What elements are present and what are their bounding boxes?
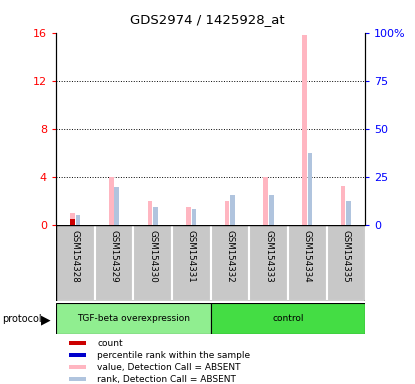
Bar xyxy=(225,201,229,225)
Text: GSM154332: GSM154332 xyxy=(225,230,234,283)
Text: TGF-beta overexpression: TGF-beta overexpression xyxy=(77,314,190,323)
Bar xyxy=(133,225,172,301)
Text: count: count xyxy=(97,339,123,348)
Text: GSM154329: GSM154329 xyxy=(110,230,119,283)
Bar xyxy=(148,201,152,225)
Bar xyxy=(210,303,365,334)
Text: GDS2974 / 1425928_at: GDS2974 / 1425928_at xyxy=(130,13,285,26)
Bar xyxy=(249,225,288,301)
Bar xyxy=(192,209,196,225)
Bar xyxy=(70,218,75,225)
Bar xyxy=(264,177,268,225)
Bar xyxy=(95,225,133,301)
Text: GSM154331: GSM154331 xyxy=(187,230,196,283)
Bar xyxy=(109,177,114,225)
Text: GSM154333: GSM154333 xyxy=(264,230,273,283)
Text: GSM154328: GSM154328 xyxy=(71,230,80,283)
Bar xyxy=(70,213,75,225)
Bar xyxy=(115,187,119,225)
Bar xyxy=(341,186,345,225)
Bar xyxy=(288,225,327,301)
Text: GSM154335: GSM154335 xyxy=(342,230,350,283)
Bar xyxy=(69,377,86,381)
Bar xyxy=(230,195,235,225)
Bar xyxy=(76,215,81,225)
Bar xyxy=(186,207,191,225)
Bar xyxy=(56,225,95,301)
Text: ▶: ▶ xyxy=(41,313,50,326)
Bar xyxy=(153,207,158,225)
Text: value, Detection Call = ABSENT: value, Detection Call = ABSENT xyxy=(97,363,241,372)
Bar xyxy=(210,225,249,301)
Bar xyxy=(327,225,365,301)
Text: protocol: protocol xyxy=(2,314,42,324)
Bar xyxy=(308,153,312,225)
Text: percentile rank within the sample: percentile rank within the sample xyxy=(97,351,250,360)
Text: GSM154334: GSM154334 xyxy=(303,230,312,283)
Bar xyxy=(69,365,86,369)
Text: control: control xyxy=(272,314,304,323)
Text: rank, Detection Call = ABSENT: rank, Detection Call = ABSENT xyxy=(97,375,236,384)
Bar xyxy=(302,35,307,225)
Bar xyxy=(347,201,351,225)
Bar xyxy=(56,303,210,334)
Bar xyxy=(172,225,210,301)
Bar xyxy=(69,341,86,345)
Bar xyxy=(269,195,273,225)
Text: GSM154330: GSM154330 xyxy=(148,230,157,283)
Bar xyxy=(69,353,86,358)
